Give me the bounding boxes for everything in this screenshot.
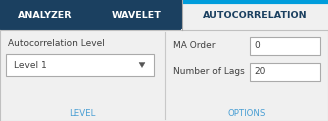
Text: MA Order: MA Order <box>173 42 215 50</box>
Bar <box>250 37 320 55</box>
Bar <box>0 0 91 30</box>
Polygon shape <box>139 63 145 68</box>
Text: WAVELET: WAVELET <box>112 11 161 19</box>
Bar <box>6 54 154 76</box>
Text: 0: 0 <box>254 42 260 50</box>
Text: ANALYZER: ANALYZER <box>18 11 73 19</box>
Text: Level 1: Level 1 <box>14 60 47 69</box>
Bar <box>182 0 328 30</box>
Bar <box>250 63 320 81</box>
Text: LEVEL: LEVEL <box>69 109 96 117</box>
Bar <box>0 30 328 121</box>
Text: Number of Lags: Number of Lags <box>173 68 245 76</box>
Text: OPTIONS: OPTIONS <box>227 109 266 117</box>
Text: Autocorrelation Level: Autocorrelation Level <box>8 38 105 48</box>
Bar <box>91 0 182 30</box>
Text: AUTOCORRELATION: AUTOCORRELATION <box>203 11 307 19</box>
Text: 20: 20 <box>254 68 265 76</box>
